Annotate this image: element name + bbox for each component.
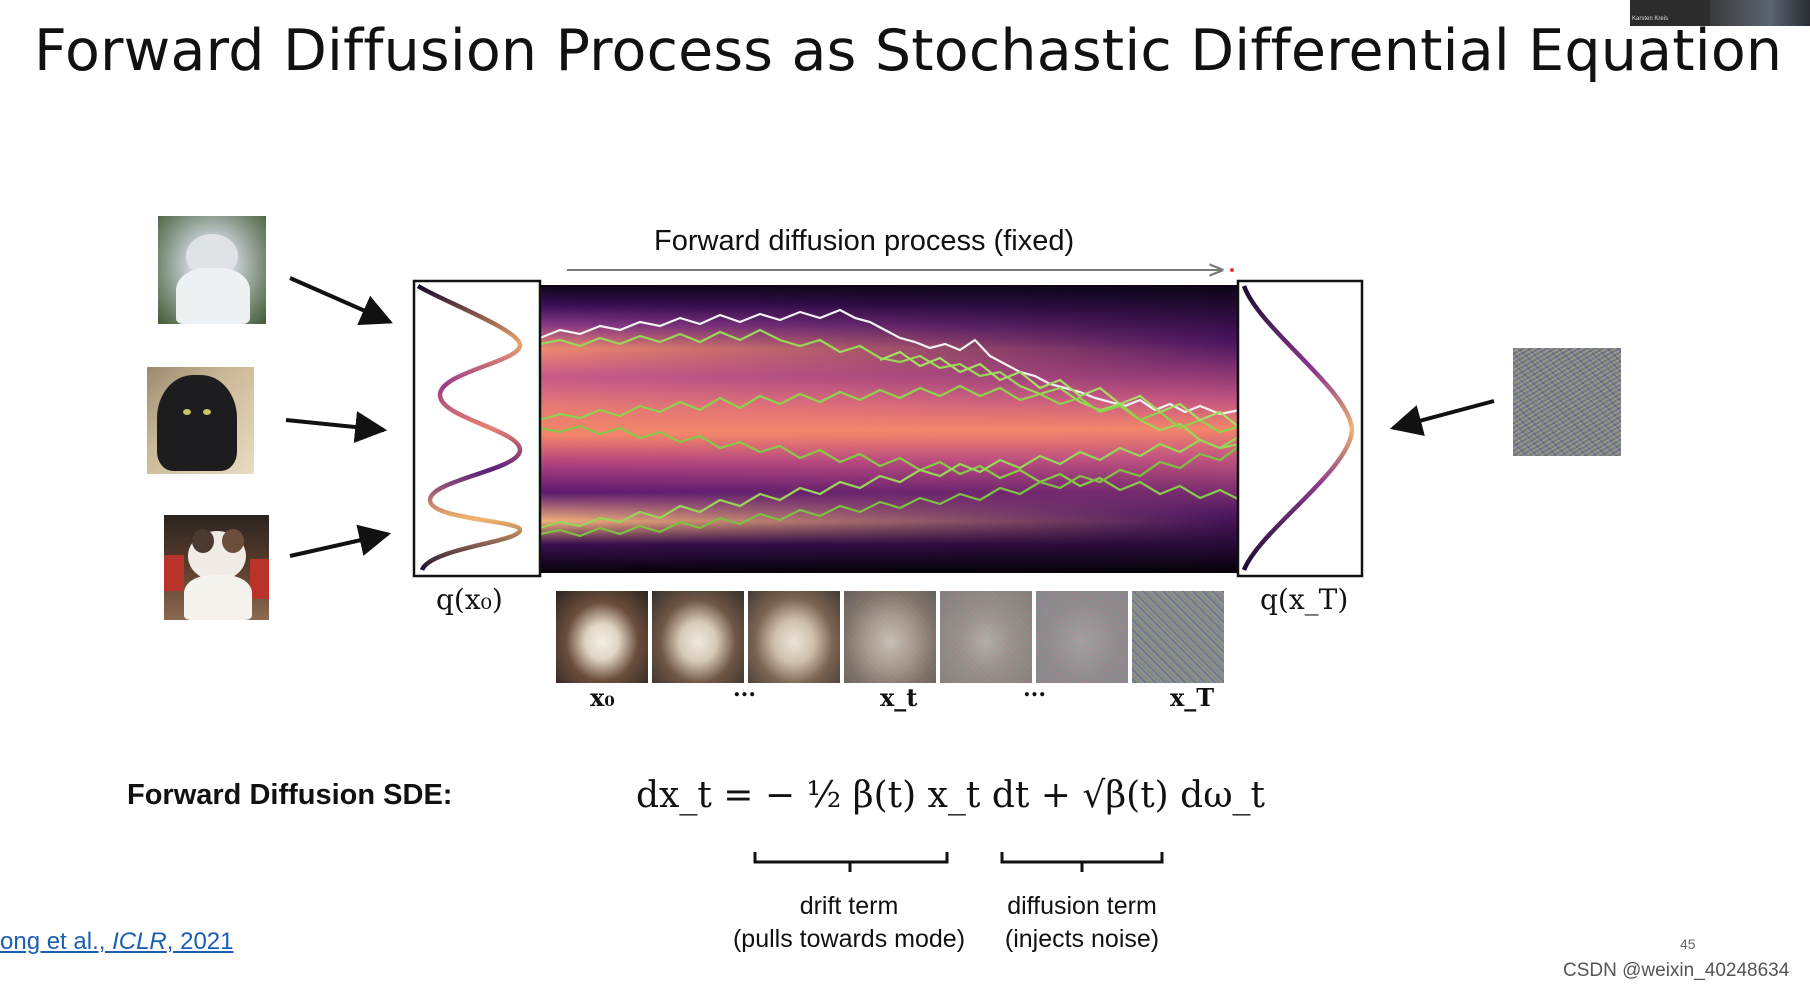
webcam-person-image	[1710, 0, 1810, 26]
strip-label-ellipsis-2: ...	[1023, 676, 1046, 702]
cat-image-gray	[158, 216, 266, 324]
diffusion-brace	[1000, 852, 1164, 872]
input-arrow-1	[289, 276, 393, 326]
strip-frame-0	[556, 591, 648, 683]
trajectory-green-5	[539, 445, 1241, 538]
watermark: CSDN @weixin_40248634	[1563, 960, 1790, 981]
drift-term-desc: (pulls towards mode)	[732, 925, 966, 953]
cat-image-calico	[164, 515, 269, 620]
pointer-dot	[1230, 268, 1234, 272]
process-label: Forward diffusion process (fixed)	[654, 225, 1075, 257]
trajectory-green-2	[539, 384, 1241, 434]
strip-label-xT: x_T	[1170, 683, 1215, 712]
input-arrow-3	[289, 524, 392, 558]
right-distribution-label: q(x_T)	[1260, 583, 1349, 616]
sde-equation: dx_t = − ½ β(t) x_t dt + √β(t) dω_t	[636, 775, 1266, 816]
strip-frame-2	[748, 591, 840, 683]
strip-frame-5	[1036, 591, 1128, 683]
citation-venue[interactable]: ICLR	[112, 928, 167, 955]
strip-frame-3	[844, 591, 936, 683]
noise-image	[1513, 348, 1621, 456]
strip-frame-1	[652, 591, 744, 683]
citation-year[interactable]: , 2021	[166, 928, 234, 955]
drift-brace	[753, 852, 949, 872]
image-strip	[556, 591, 1224, 683]
diffusion-term-desc: (injects noise)	[1004, 925, 1160, 953]
page-number: 45	[1680, 936, 1696, 952]
noise-arrow	[1389, 399, 1495, 437]
cat-image-black	[147, 367, 254, 474]
citation-authors[interactable]: ong et al.,	[0, 928, 113, 955]
trajectory-green-4	[539, 435, 1241, 530]
strip-label-ellipsis-1: ...	[733, 676, 756, 702]
webcam-thumbnail: Karsten Kreis	[1630, 0, 1810, 26]
drift-term-title: drift term	[799, 892, 899, 920]
strip-label-xt: x_t	[880, 683, 918, 712]
left-density-curve	[416, 284, 523, 572]
strip-frame-6	[1132, 591, 1224, 683]
strip-label-x0: x₀	[590, 683, 615, 712]
trajectory-white	[539, 308, 1241, 416]
right-density-curve	[1241, 285, 1355, 571]
slide-title: Forward Diffusion Process as Stochastic …	[34, 18, 1783, 84]
drift-term-label: drift term (pulls towards mode)	[714, 890, 984, 956]
trajectories	[539, 308, 1241, 538]
right-density-box	[1236, 279, 1364, 578]
heatmap-panel	[540, 285, 1240, 573]
diffusion-term-label: diffusion term (injects noise)	[987, 890, 1177, 956]
citation-link[interactable]: ong et al., ICLR, 2021	[0, 928, 234, 956]
input-arrow-2	[285, 411, 388, 443]
trajectory-green-6	[879, 350, 1241, 429]
strip-frame-4	[940, 591, 1032, 683]
sde-label: Forward Diffusion SDE:	[127, 779, 453, 811]
diffusion-term-title: diffusion term	[1007, 892, 1157, 920]
webcam-name: Karsten Kreis	[1632, 16, 1669, 22]
left-distribution-label: q(x₀)	[436, 583, 503, 616]
trajectory-green-3	[539, 424, 1241, 501]
trajectory-green-1	[539, 328, 1241, 450]
left-density-box	[412, 279, 542, 578]
